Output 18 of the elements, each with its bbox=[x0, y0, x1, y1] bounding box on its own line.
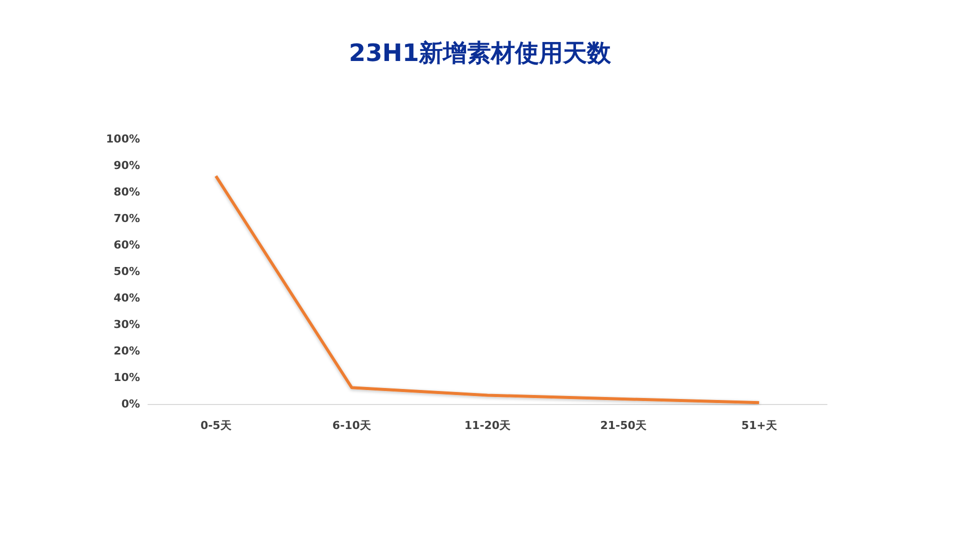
x-tick-label: 0-5天 bbox=[200, 419, 232, 432]
x-tick-label: 11-20天 bbox=[464, 419, 512, 432]
y-tick-label: 20% bbox=[114, 344, 140, 358]
y-tick-label: 50% bbox=[114, 265, 140, 278]
y-tick-label: 10% bbox=[114, 371, 140, 384]
y-tick-label: 60% bbox=[114, 238, 140, 252]
line-series bbox=[214, 174, 761, 404]
y-tick-label: 30% bbox=[114, 318, 140, 331]
y-tick-label: 70% bbox=[114, 212, 140, 225]
x-tick-label: 21-50天 bbox=[600, 419, 648, 432]
x-tick-label: 6-10天 bbox=[332, 419, 372, 432]
chart-title: 23H1新增素材使用天数 bbox=[348, 39, 612, 67]
y-tick-label: 80% bbox=[114, 186, 140, 198]
y-tick-label: 0% bbox=[121, 398, 140, 410]
y-tick-label: 90% bbox=[114, 159, 140, 172]
y-tick-label: 100% bbox=[106, 132, 140, 146]
y-tick-label: 40% bbox=[114, 292, 140, 304]
x-tick-label: 51+天 bbox=[741, 419, 778, 432]
